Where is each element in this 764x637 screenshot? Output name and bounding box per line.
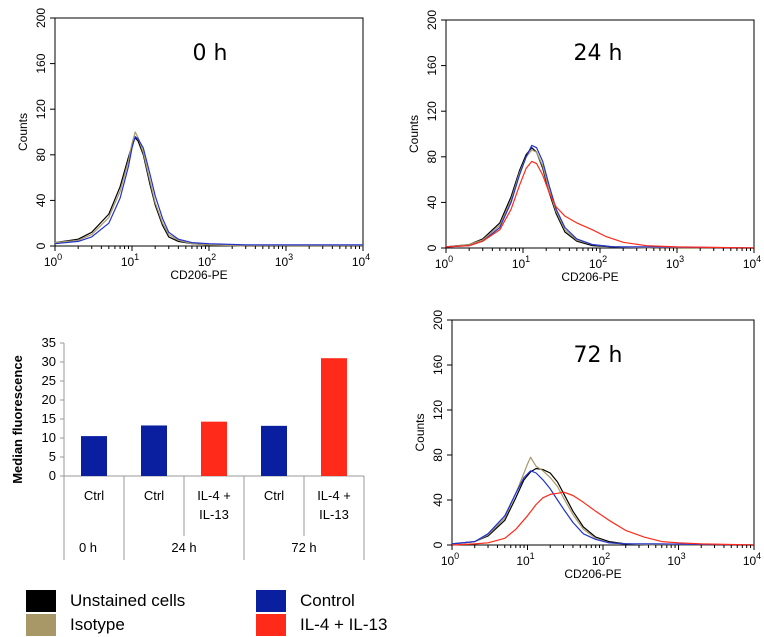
x-tick-label: 104 bbox=[743, 254, 761, 271]
y-tick-label: 80 bbox=[431, 448, 445, 462]
bar-category-label: Ctrl bbox=[264, 488, 284, 503]
y-tick-label: 120 bbox=[425, 101, 439, 121]
histogram-series-line bbox=[451, 467, 754, 546]
legend-item-unstained: Unstained cells bbox=[26, 590, 185, 612]
x-tick-label: 103 bbox=[667, 551, 685, 568]
x-tick-label: 100 bbox=[441, 551, 459, 568]
bar-category-label: IL-13 bbox=[199, 507, 229, 522]
bar-y-tick-label: 5 bbox=[49, 449, 56, 464]
x-tick-label: 100 bbox=[44, 252, 62, 269]
histogram-series-line bbox=[451, 456, 754, 546]
y-tick-label: 160 bbox=[431, 355, 445, 375]
y-tick-label: 160 bbox=[425, 55, 439, 75]
legend-item-isotype: Isotype bbox=[26, 614, 125, 636]
bar-category-label: IL-4 + bbox=[317, 488, 351, 503]
bar-y-axis-label: Median fluorescence bbox=[10, 355, 25, 484]
y-tick-label: 200 bbox=[34, 8, 48, 28]
legend-label: Unstained cells bbox=[70, 591, 186, 610]
histogram-series-line bbox=[451, 491, 755, 546]
y-tick-label: 40 bbox=[425, 195, 439, 209]
x-tick-label: 104 bbox=[743, 551, 761, 568]
y-tick-label: 80 bbox=[425, 150, 439, 164]
bar bbox=[81, 436, 107, 476]
y-tick-label: 120 bbox=[34, 99, 48, 119]
y-tick-label: 120 bbox=[431, 400, 445, 420]
legend-label: IL-4 + IL-13 bbox=[300, 615, 388, 634]
legend-label: Control bbox=[300, 591, 355, 610]
x-tick-label: 100 bbox=[435, 254, 453, 271]
histogram-series-line bbox=[445, 160, 755, 249]
bar-category-label: Ctrl bbox=[144, 488, 164, 503]
legend-swatch bbox=[256, 590, 286, 612]
x-axis-label: CD206-PE bbox=[564, 567, 621, 581]
y-tick-label: 0 bbox=[34, 242, 48, 249]
y-tick-label: 200 bbox=[431, 310, 445, 330]
y-tick-label: 160 bbox=[34, 53, 48, 73]
bar-y-tick-label: 35 bbox=[42, 335, 56, 350]
histogram-series-line bbox=[445, 144, 755, 249]
x-tick-label: 102 bbox=[592, 551, 610, 568]
x-tick-label: 101 bbox=[512, 254, 530, 271]
bar-y-tick-label: 30 bbox=[42, 354, 56, 369]
bar-y-tick-label: 25 bbox=[42, 373, 56, 388]
bar bbox=[261, 425, 287, 476]
legend-item-il4-il13: IL-4 + IL-13 bbox=[256, 614, 387, 636]
y-tick-label: 0 bbox=[425, 244, 439, 251]
bar-y-tick-label: 15 bbox=[42, 411, 56, 426]
bar bbox=[141, 425, 167, 476]
x-tick-label: 102 bbox=[589, 254, 607, 271]
y-axis-label: Counts bbox=[413, 413, 427, 451]
bar bbox=[201, 421, 227, 476]
x-axis-label: CD206-PE bbox=[170, 268, 227, 282]
bar-y-tick-label: 0 bbox=[49, 468, 56, 483]
bar-y-tick-label: 20 bbox=[42, 392, 56, 407]
panel-title: 72 h bbox=[574, 343, 623, 368]
bar bbox=[321, 358, 347, 476]
panel-title: 0 h bbox=[193, 41, 228, 66]
y-axis-label: Counts bbox=[407, 115, 421, 153]
histogram-series-line bbox=[451, 470, 755, 546]
x-tick-label: 103 bbox=[666, 254, 684, 271]
legend-label: Isotype bbox=[70, 615, 125, 634]
bar-group-label: 24 h bbox=[171, 540, 196, 555]
x-tick-label: 102 bbox=[198, 252, 216, 269]
histogram-series-line bbox=[54, 136, 363, 246]
x-tick-label: 103 bbox=[275, 252, 293, 269]
bar-y-tick-label: 10 bbox=[42, 430, 56, 445]
y-tick-label: 40 bbox=[34, 193, 48, 207]
bar-category-label: IL-4 + bbox=[197, 488, 231, 503]
legend-item-control: Control bbox=[256, 590, 355, 612]
histogram-series-line bbox=[54, 131, 363, 247]
x-tick-label: 104 bbox=[352, 252, 370, 269]
y-tick-label: 40 bbox=[431, 493, 445, 507]
x-tick-label: 101 bbox=[121, 252, 139, 269]
x-axis-label: CD206-PE bbox=[561, 270, 618, 284]
legend-swatch bbox=[26, 614, 56, 636]
panel-title: 24 h bbox=[574, 41, 623, 66]
y-tick-label: 0 bbox=[431, 541, 445, 548]
y-axis-label: Counts bbox=[16, 113, 30, 151]
x-tick-label: 101 bbox=[516, 551, 534, 568]
bar-group-label: 72 h bbox=[291, 540, 316, 555]
legend-swatch bbox=[26, 590, 56, 612]
bar-group-label: 0 h bbox=[79, 540, 97, 555]
bar-category-label: Ctrl bbox=[84, 488, 104, 503]
y-tick-label: 80 bbox=[34, 148, 48, 162]
bar-category-label: IL-13 bbox=[319, 507, 349, 522]
y-tick-label: 200 bbox=[425, 10, 439, 30]
legend-swatch bbox=[256, 614, 286, 636]
